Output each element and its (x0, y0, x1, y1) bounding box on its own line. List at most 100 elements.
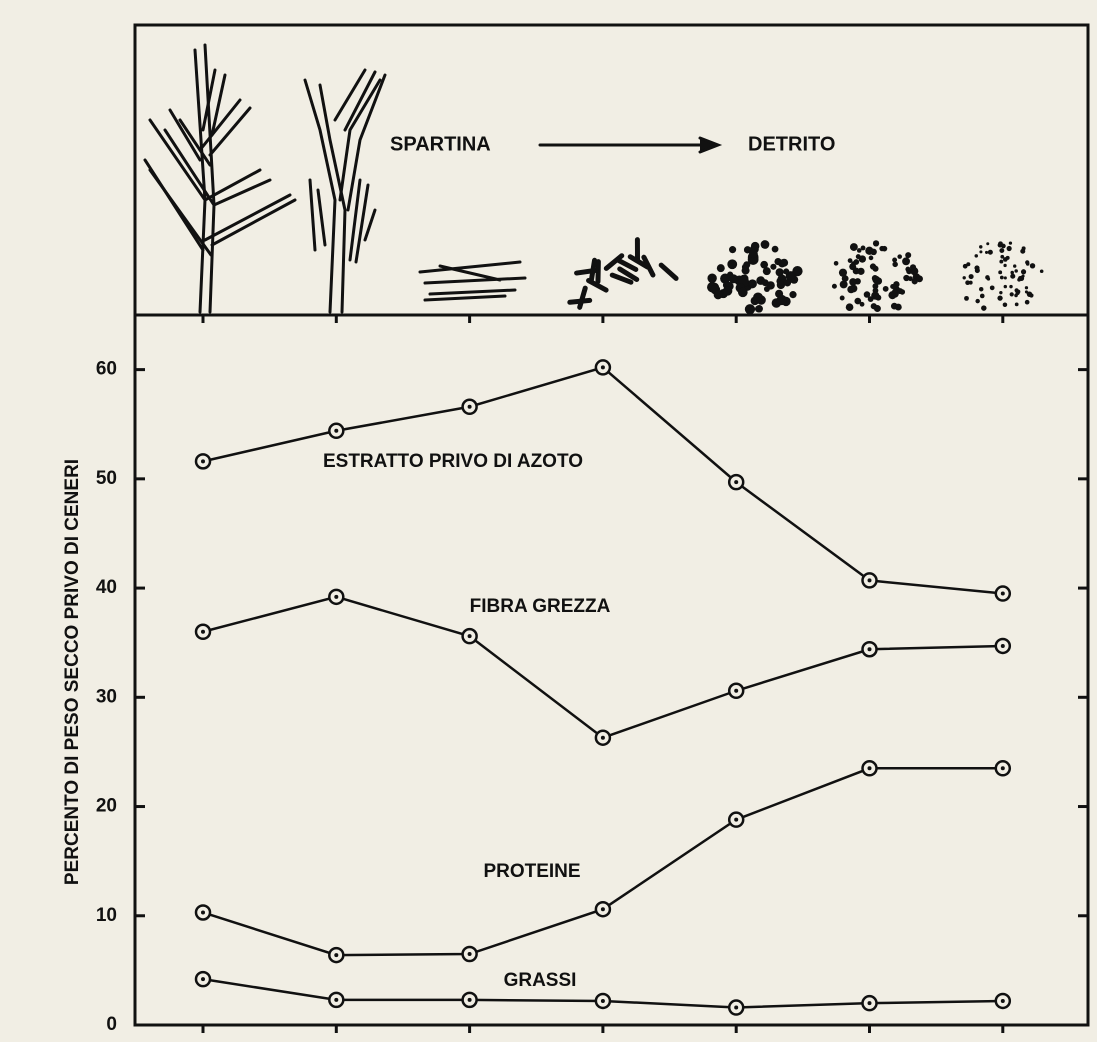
particle (859, 301, 865, 307)
particle (789, 291, 797, 299)
particle (849, 243, 858, 251)
rod (603, 253, 625, 271)
particle (713, 290, 723, 300)
rod (617, 266, 640, 282)
data-point-center (334, 997, 339, 1002)
data-point-center (600, 998, 605, 1003)
illustration (143, 43, 723, 314)
particle (1024, 299, 1030, 305)
particle (975, 298, 980, 304)
particle (1002, 302, 1008, 308)
illustration-from: SPARTINA (390, 133, 491, 155)
particle (965, 280, 970, 286)
particle (1009, 284, 1013, 289)
particle (847, 258, 853, 263)
particle (905, 266, 911, 272)
particle (870, 248, 877, 256)
particle (890, 302, 898, 310)
particle (783, 279, 792, 287)
particle (966, 262, 971, 267)
rod (588, 257, 598, 283)
particle (849, 278, 857, 286)
particle (707, 273, 717, 283)
data-point-center (467, 404, 472, 409)
series-label: PROTEINE (483, 861, 580, 882)
particle (838, 268, 848, 277)
particle (729, 246, 737, 254)
particle (750, 241, 760, 251)
particle (831, 283, 837, 289)
particle (760, 240, 770, 249)
particle (856, 248, 862, 253)
particle (839, 280, 848, 289)
y-tick-label: 50 (96, 468, 117, 489)
particle (986, 242, 990, 246)
particle (755, 305, 763, 313)
particle (978, 286, 984, 292)
particle (1000, 254, 1005, 259)
particle (999, 259, 1004, 264)
particle (1014, 302, 1019, 307)
rod (615, 257, 639, 272)
particle (760, 260, 769, 269)
rod (567, 297, 593, 305)
y-tick-label: 0 (106, 1014, 117, 1035)
particle (892, 288, 898, 294)
particle (737, 287, 748, 298)
data-point-center (334, 953, 339, 958)
particle (833, 261, 839, 266)
particle (1016, 289, 1021, 294)
particle (976, 268, 980, 272)
particle (902, 257, 910, 266)
particle (839, 295, 845, 301)
particle (905, 252, 912, 259)
particle (871, 291, 880, 300)
series-line (202, 366, 1003, 595)
y-axis-label: PERCENTO DI PESO SECCO PRIVO DI CENERI (62, 459, 83, 885)
particle (1006, 245, 1012, 252)
particle (892, 257, 898, 263)
particle (841, 275, 849, 282)
particle (1025, 260, 1030, 265)
particle (1014, 269, 1018, 273)
rod (577, 285, 588, 310)
series-label: GRASSI (504, 970, 577, 991)
series-label: FIBRA GREZZA (470, 596, 611, 617)
particle (762, 267, 771, 276)
data-point-center (734, 688, 739, 693)
particle (1003, 263, 1007, 268)
y-tick-label: 10 (96, 905, 117, 926)
particle (1001, 243, 1006, 249)
debris (567, 237, 1044, 315)
particle (872, 283, 879, 290)
particle (1010, 273, 1016, 279)
particle (770, 263, 777, 270)
y-tick-label: 20 (96, 796, 117, 817)
particle (743, 246, 752, 254)
data-point-center (201, 910, 205, 915)
particle (741, 266, 750, 275)
rod (641, 254, 656, 278)
particle (979, 250, 983, 254)
particle (863, 291, 871, 298)
particle (775, 268, 784, 277)
particle (916, 275, 923, 283)
particle (1020, 248, 1026, 254)
series-line (202, 767, 1003, 957)
data-point-center (600, 365, 605, 370)
particle (1014, 293, 1018, 298)
particle (882, 285, 889, 292)
particle (1039, 269, 1044, 274)
particle (998, 270, 1003, 275)
rod (609, 272, 634, 285)
particle (722, 286, 733, 296)
particle (999, 275, 1004, 280)
data-point-center (467, 952, 472, 956)
particle (716, 264, 725, 273)
data-point-center (734, 1005, 739, 1010)
rod (627, 254, 650, 270)
particle (744, 304, 756, 315)
data-point-center (1000, 643, 1005, 648)
particle (879, 245, 885, 252)
